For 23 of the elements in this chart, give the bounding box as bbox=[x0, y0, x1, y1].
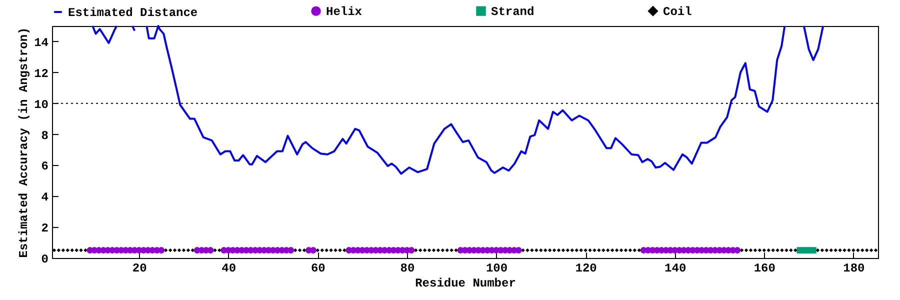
x-tick-label: 100 bbox=[486, 262, 508, 276]
x-tick-label: 160 bbox=[754, 262, 776, 276]
x-tick-label: 180 bbox=[843, 262, 865, 276]
y-tick-label: 12 bbox=[34, 66, 48, 81]
legend-label: Strand bbox=[491, 5, 534, 20]
x-axis-title: Residue Number bbox=[415, 276, 516, 290]
y-axis-title: Estimated Accuracy (in Angstron) bbox=[17, 27, 32, 258]
y-tick-label: 10 bbox=[34, 98, 48, 112]
y-tick-label: 14 bbox=[34, 36, 48, 50]
y-tick-label: 4 bbox=[41, 190, 48, 205]
legend-label: Estimated Distance bbox=[68, 6, 198, 20]
x-tick-label: 20 bbox=[132, 262, 147, 276]
x-tick-label: 120 bbox=[575, 262, 597, 276]
x-tick-label: 80 bbox=[400, 262, 415, 276]
y-tick-label: 0 bbox=[41, 252, 48, 266]
legend-label: Coil bbox=[663, 5, 692, 20]
x-tick-label: 60 bbox=[310, 262, 326, 276]
y-tick-label: 6 bbox=[41, 160, 48, 174]
x-tick-label: 40 bbox=[222, 262, 236, 276]
legend-label: Helix bbox=[326, 5, 362, 20]
y-tick-label: 8 bbox=[41, 128, 48, 143]
x-tick-label: 140 bbox=[664, 262, 686, 276]
y-tick-label: 2 bbox=[41, 222, 48, 236]
